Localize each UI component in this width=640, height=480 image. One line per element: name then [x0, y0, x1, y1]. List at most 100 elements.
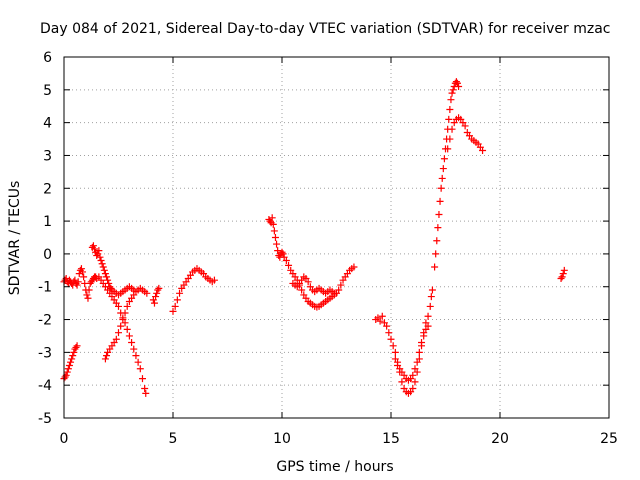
data-point	[409, 371, 417, 379]
data-point	[453, 79, 461, 87]
data-point	[411, 365, 419, 373]
data-point	[433, 237, 441, 245]
data-point	[103, 352, 111, 360]
data-point	[121, 309, 129, 317]
data-point	[65, 361, 73, 369]
y-tick-label: 4	[43, 116, 52, 132]
data-point	[101, 355, 109, 363]
data-point	[298, 286, 306, 294]
data-point	[125, 332, 133, 340]
data-point	[273, 240, 281, 248]
data-point	[304, 278, 312, 286]
y-tick-label: 0	[43, 247, 52, 263]
data-point	[440, 155, 448, 163]
x-tick-label: 0	[60, 431, 69, 447]
data-point	[138, 375, 146, 383]
data-point	[413, 358, 421, 366]
data-point	[104, 276, 112, 284]
data-point	[270, 227, 278, 235]
data-point	[426, 302, 434, 310]
data-point	[560, 266, 568, 274]
data-point	[461, 122, 469, 130]
data-point	[428, 286, 436, 294]
data-point	[115, 329, 122, 337]
data-point	[350, 263, 358, 271]
data-point	[389, 342, 397, 350]
data-point	[99, 263, 107, 271]
plot-frame	[63, 56, 610, 419]
data-point	[67, 358, 75, 366]
data-point	[431, 263, 439, 271]
data-point	[169, 307, 177, 315]
x-tick-label: 5	[169, 431, 178, 447]
data-point	[435, 211, 443, 219]
data-point	[73, 342, 81, 350]
data-point	[479, 147, 487, 155]
data-point	[387, 335, 395, 343]
data-point	[143, 289, 151, 297]
data-point	[330, 289, 338, 297]
data-point	[439, 165, 447, 173]
data-point	[437, 184, 445, 192]
y-tick-label: -5	[38, 411, 52, 427]
data-point	[85, 286, 93, 294]
data-point	[112, 335, 120, 343]
data-point	[415, 348, 423, 356]
data-point	[176, 289, 184, 297]
data-point	[559, 270, 567, 278]
data-point	[436, 197, 444, 205]
data-point	[75, 270, 83, 278]
data-point	[115, 302, 122, 310]
data-point	[152, 293, 160, 301]
y-tick-label: 3	[43, 148, 52, 164]
data-point	[282, 256, 290, 264]
data-point	[70, 348, 78, 356]
data-point	[71, 276, 79, 284]
data-point	[279, 250, 287, 258]
data-point	[130, 291, 138, 299]
data-point	[409, 384, 417, 392]
data-point	[427, 293, 435, 301]
data-point	[173, 296, 181, 304]
data-point	[130, 345, 138, 353]
chart-title: Day 084 of 2021, Sidereal Day-to-day VTE…	[40, 21, 610, 37]
y-tick-label: -1	[38, 280, 52, 296]
data-point	[89, 242, 97, 250]
data-point	[64, 365, 72, 373]
data-point	[278, 248, 286, 256]
data-point	[285, 261, 293, 269]
data-point	[446, 135, 454, 143]
data-point	[153, 289, 161, 297]
data-point	[445, 115, 453, 123]
data-point	[83, 291, 91, 299]
data-point	[268, 214, 276, 222]
data-point	[68, 355, 76, 363]
data-point	[77, 265, 85, 273]
y-tick-label: -4	[38, 378, 52, 394]
data-point	[447, 96, 455, 104]
data-point	[448, 125, 456, 133]
data-point	[452, 78, 460, 86]
data-points	[60, 78, 568, 397]
data-point	[80, 273, 88, 281]
data-point	[93, 252, 101, 260]
data-point	[385, 329, 393, 337]
data-point	[154, 286, 162, 294]
axis-ticks: 0 5 10 15 20 25 -5 -4 -3 -2 -1 0 1 2 3 4 5 6	[38, 50, 618, 447]
data-point	[171, 302, 179, 310]
data-point	[271, 234, 279, 241]
data-point	[117, 322, 125, 330]
data-point	[398, 378, 406, 386]
data-point	[455, 83, 463, 91]
data-point	[123, 325, 131, 333]
data-point	[63, 368, 71, 376]
y-axis-label: SDTVAR / TECUs	[7, 181, 23, 296]
data-point	[134, 358, 142, 366]
data-point	[95, 247, 103, 255]
data-point	[335, 286, 343, 294]
data-point	[73, 281, 81, 289]
data-point	[69, 352, 77, 360]
data-point	[136, 365, 144, 373]
data-point	[391, 355, 399, 363]
data-point	[391, 348, 399, 356]
